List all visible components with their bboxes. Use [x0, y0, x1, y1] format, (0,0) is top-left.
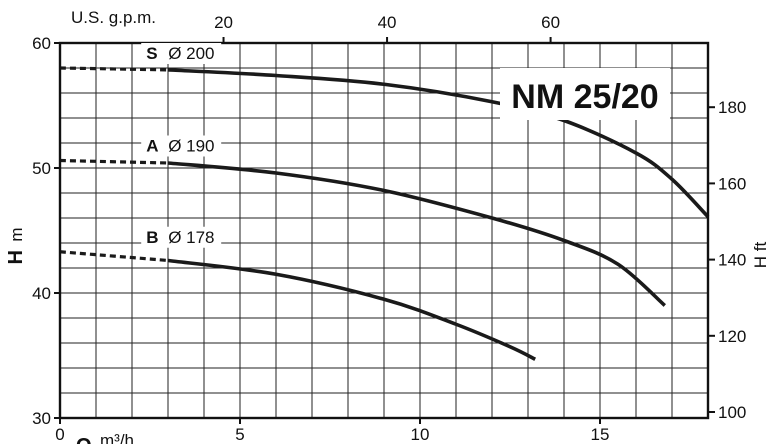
y-axis-title: H m [5, 227, 27, 264]
right-tick-label: 160 [718, 174, 746, 193]
y-tick-label: 50 [32, 159, 51, 178]
right-tick-label: 140 [718, 251, 746, 270]
top-tick-label: 20 [214, 13, 233, 32]
top-tick-label: 60 [541, 13, 560, 32]
model-label-background [500, 68, 670, 120]
curve-labels: S Ø 200 A Ø 190 B Ø 178 [141, 43, 222, 248]
plot-frame [58, 41, 710, 420]
curve-b-dashed [59, 250, 169, 263]
x-axis-title: Q m³/h [76, 431, 134, 444]
curve-b [167, 258, 537, 361]
x-tick-label: 0 [55, 425, 64, 444]
y-tick-label: 60 [32, 34, 51, 53]
y-axis-unit: m [7, 227, 26, 241]
curve-s-diameter: Ø 200 [168, 44, 214, 63]
curve-a-dashed [59, 158, 169, 165]
pump-curves [59, 66, 710, 361]
curve-a-diameter: Ø 190 [168, 137, 214, 156]
top-tick-label: 40 [378, 13, 397, 32]
curve-label-background [141, 135, 222, 157]
curve-s-dashed [59, 66, 169, 72]
curve-label-background [141, 43, 222, 64]
y-tick-label: 40 [32, 284, 51, 303]
curve-s-name: S [146, 44, 157, 63]
curve-a [167, 161, 667, 307]
curve-b-diameter: Ø 178 [168, 228, 214, 247]
curve-a-name: A [146, 137, 158, 156]
right-axis-title: H ft [751, 242, 770, 269]
top-axis-title: U.S. g.p.m. [71, 8, 156, 27]
y-axis-symbol: H [5, 250, 27, 264]
x-tick-label: 5 [235, 425, 244, 444]
curve-s [167, 68, 710, 218]
right-tick-label: 180 [718, 98, 746, 117]
right-tick-label: 100 [718, 403, 746, 422]
x-tick-label: 10 [411, 425, 430, 444]
x-axis-symbol: Q [76, 435, 92, 444]
curve-b-name: B [146, 228, 158, 247]
y-tick-label: 30 [32, 409, 51, 428]
model-label: NM 25/20 [511, 78, 658, 116]
x-axis-unit: m³/h [100, 431, 134, 444]
tick-labels: 0 5 10 15 30 40 50 60 20 40 60 100 120 140 160 180 [32, 13, 746, 444]
x-tick-label: 15 [591, 425, 610, 444]
curve-label-background [141, 226, 222, 248]
right-tick-label: 120 [718, 327, 746, 346]
